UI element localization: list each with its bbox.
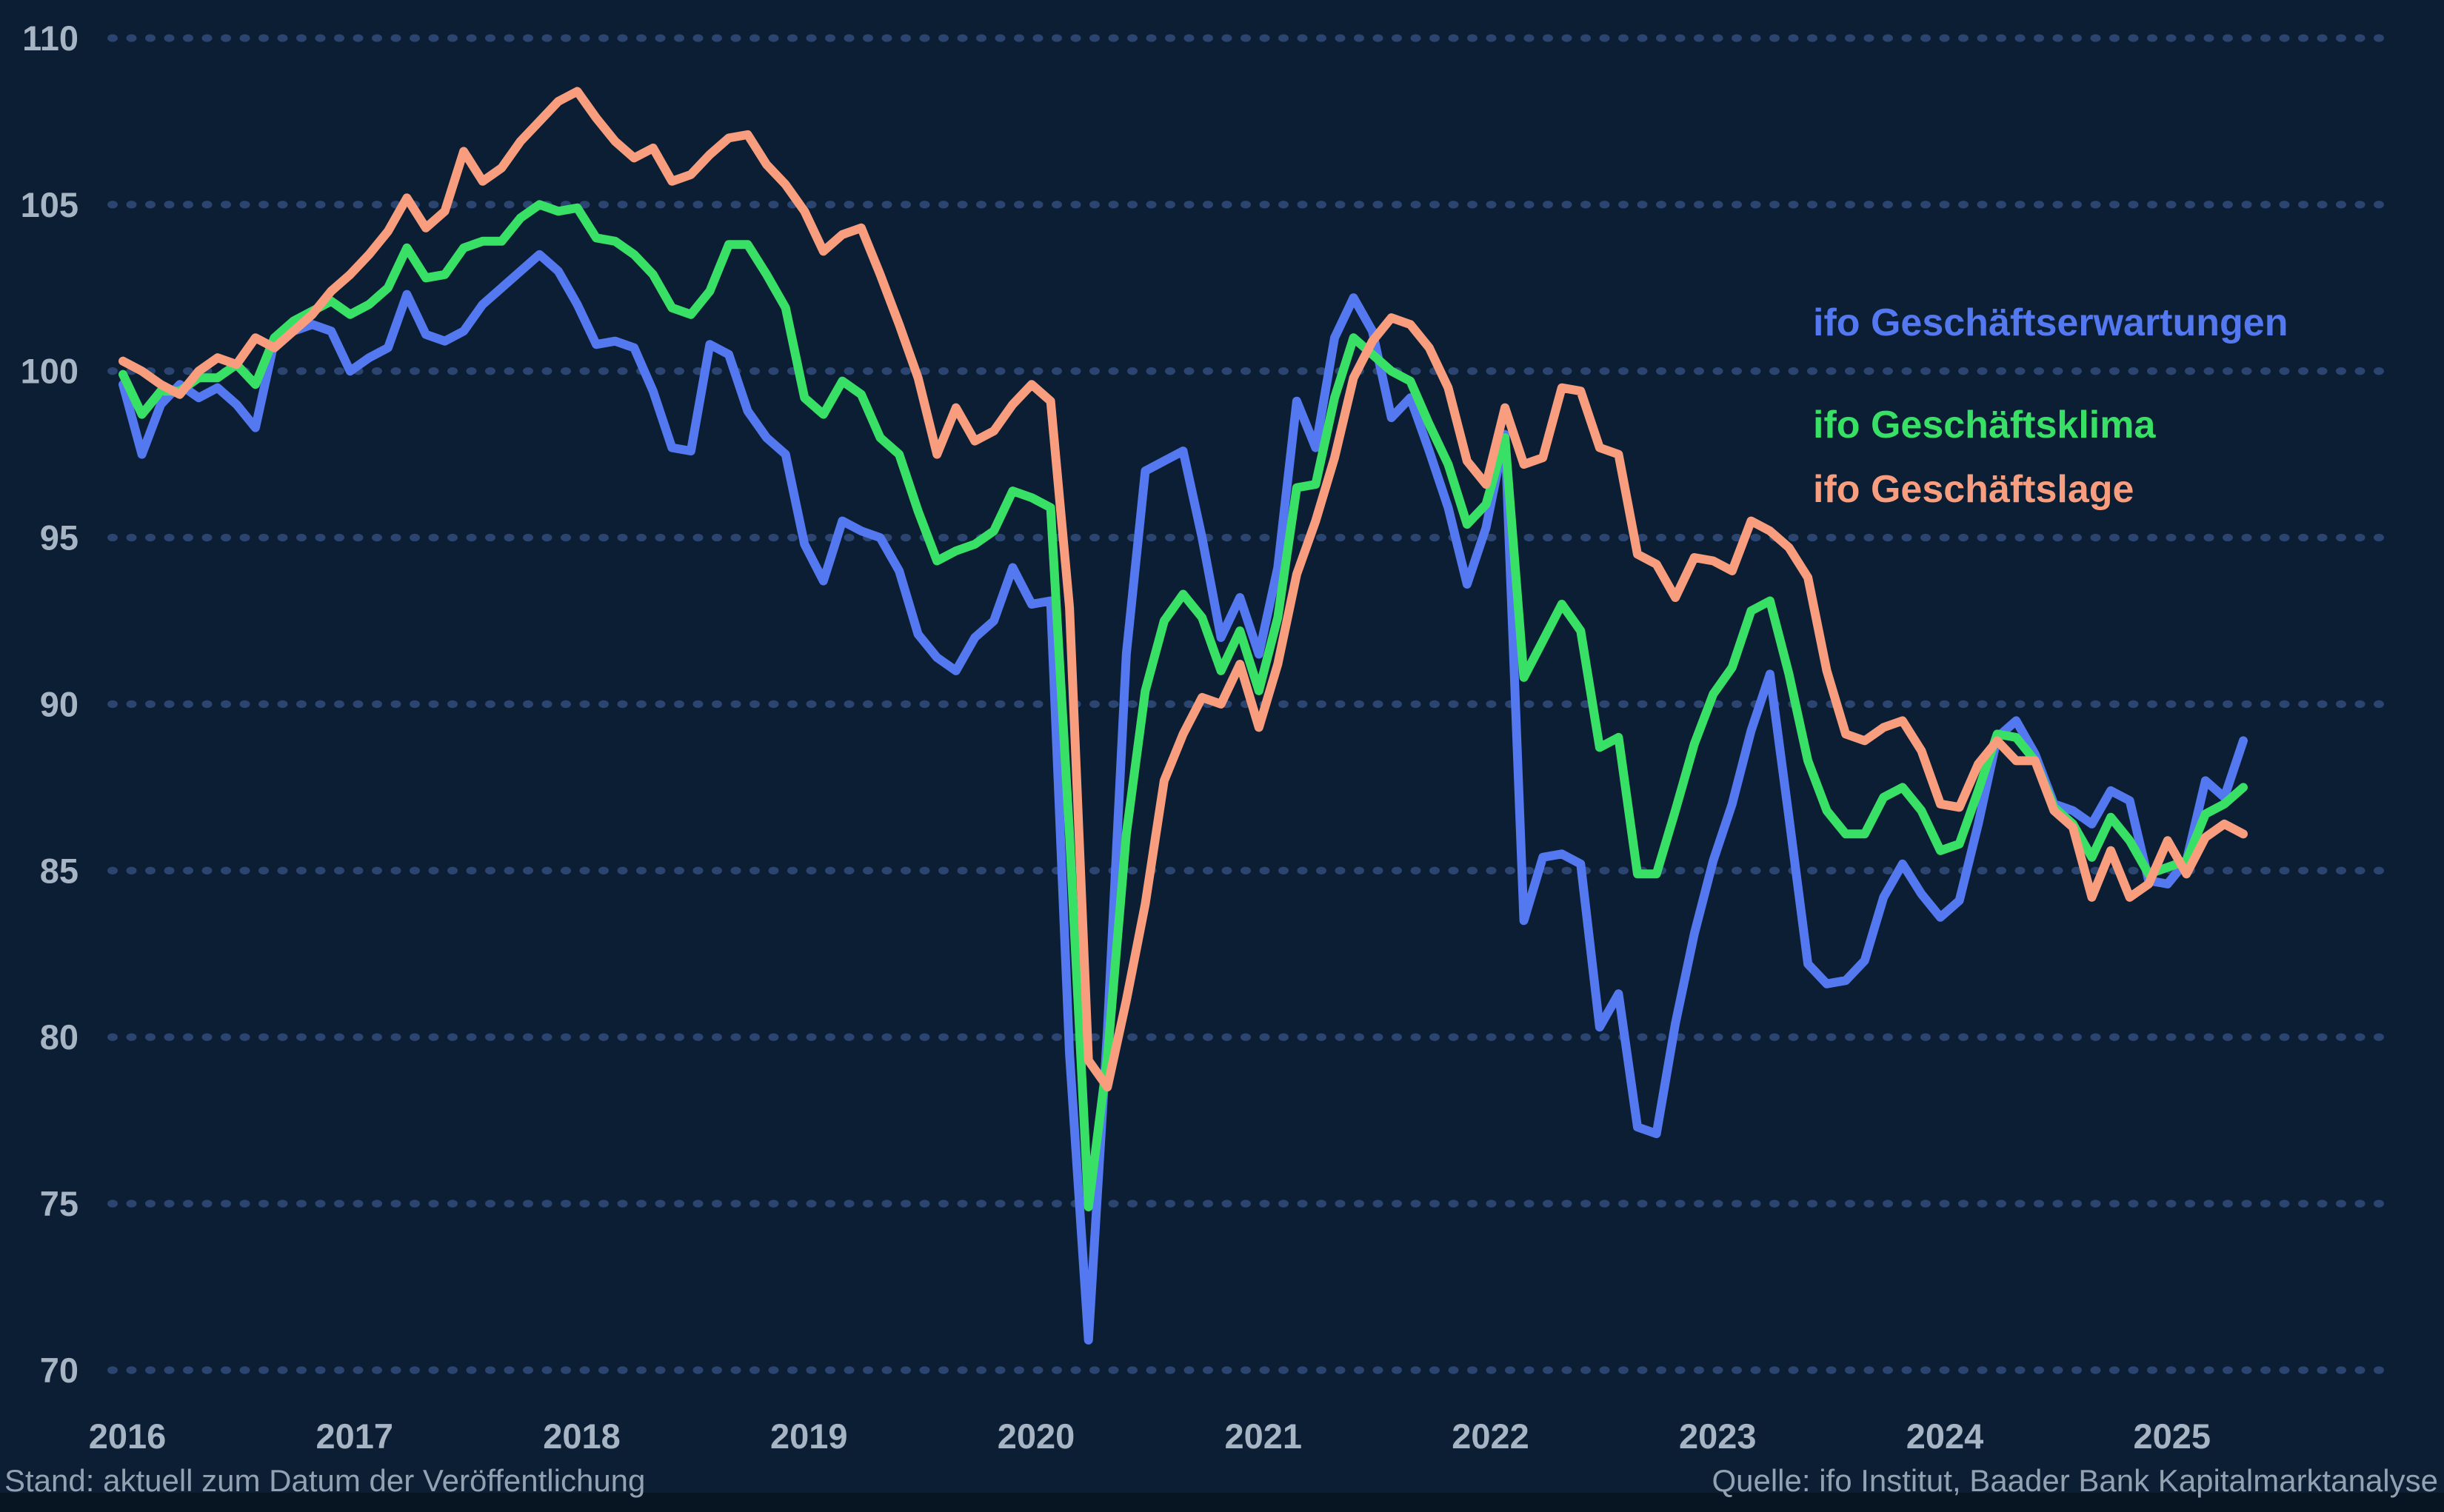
x-axis-tick-label: 2016 [89, 1416, 167, 1456]
erwartungen-line [118, 250, 2248, 1345]
dotted-gridlines [107, 34, 2384, 1374]
klima-line [118, 200, 2248, 1211]
x-axis-tick-label: 2022 [1452, 1416, 1529, 1456]
y-axis-tick-label: 85 [40, 851, 79, 890]
x-axis-tick-label: 2017 [315, 1416, 393, 1456]
legend-item-lage: ifo Geschäftslage [1813, 468, 2134, 511]
legend-item-klima: ifo Geschäftsklima [1813, 404, 2156, 446]
x-axis: 2016 2017 2018 2019 2020 2021 2022 2023 2024 2025 [89, 1416, 2211, 1456]
y-axis-tick-label: 80 [40, 1017, 79, 1057]
x-axis-tick-label: 2019 [770, 1416, 848, 1456]
bottom-strip [0, 1493, 2444, 1512]
lage-line [118, 87, 2248, 1092]
y-axis-tick-label: 90 [40, 684, 79, 723]
footnote-source: Quelle: ifo Institut, Baader Bank Kapita… [1712, 1463, 2438, 1498]
x-axis-tick-label: 2018 [543, 1416, 621, 1456]
footnote-status: Stand: aktuell zum Datum der Veröffentli… [4, 1463, 646, 1498]
x-axis-tick-label: 2023 [1679, 1416, 1757, 1456]
y-axis-tick-label: 110 [22, 19, 79, 58]
y-axis: 110 105 100 95 90 85 80 75 70 [21, 19, 79, 1390]
y-axis-tick-label: 75 [40, 1184, 79, 1223]
y-axis-tick-label: 70 [40, 1351, 79, 1390]
x-axis-tick-label: 2021 [1224, 1416, 1302, 1456]
legend-item-erwartungen: ifo Geschäftserwartungen [1813, 301, 2288, 344]
y-axis-tick-label: 95 [40, 518, 79, 558]
x-axis-tick-label: 2020 [998, 1416, 1075, 1456]
y-axis-tick-label: 105 [21, 185, 79, 224]
x-axis-tick-label: 2024 [1906, 1416, 1984, 1456]
x-axis-tick-label: 2025 [2133, 1416, 2211, 1456]
y-axis-tick-label: 100 [21, 352, 79, 391]
